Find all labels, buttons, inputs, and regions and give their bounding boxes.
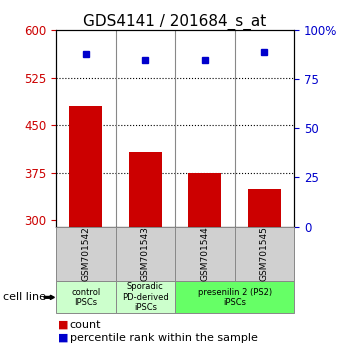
Text: Sporadic
PD-derived
iPSCs: Sporadic PD-derived iPSCs [122,282,169,312]
Bar [69,106,102,227]
Text: control
IPSCs: control IPSCs [71,288,101,307]
Text: percentile rank within the sample: percentile rank within the sample [70,333,258,343]
Bar [248,189,281,227]
Bar [129,152,162,227]
Title: GDS4141 / 201684_s_at: GDS4141 / 201684_s_at [84,14,267,30]
Text: GSM701542: GSM701542 [81,227,90,281]
Text: GSM701544: GSM701544 [200,227,209,281]
Text: ■: ■ [58,320,68,330]
Bar [188,173,221,227]
Text: cell line: cell line [3,292,46,302]
Text: GSM701543: GSM701543 [141,227,150,281]
Text: GSM701545: GSM701545 [260,227,269,281]
Text: ■: ■ [58,333,68,343]
Text: presenilin 2 (PS2)
iPSCs: presenilin 2 (PS2) iPSCs [198,288,272,307]
Text: count: count [70,320,101,330]
